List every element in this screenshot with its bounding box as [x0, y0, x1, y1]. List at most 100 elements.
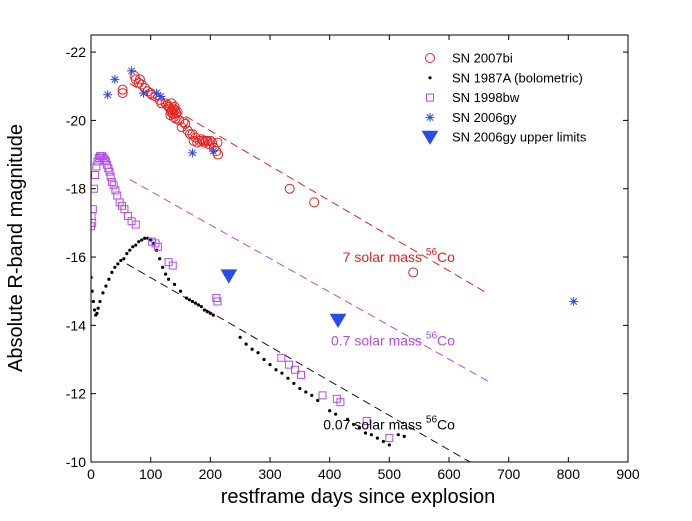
sn2007bi-point — [284, 183, 295, 194]
sn1987a-point — [387, 443, 391, 447]
series-sn2006gy-upper-limit — [220, 269, 347, 328]
sn1987a-point — [193, 301, 198, 305]
sn1987a-point — [262, 357, 266, 362]
sn1998bw-point — [385, 434, 394, 443]
sn2007bi-point — [178, 117, 189, 128]
decay-line — [129, 179, 489, 382]
sn1987a-point — [110, 270, 114, 275]
sn1987a-point — [125, 252, 129, 256]
sn1987a-point — [280, 371, 284, 375]
decay-label-mass: 0.07 solar mass — [323, 416, 426, 432]
decay-label-element: Co — [437, 249, 455, 265]
data-points — [91, 66, 579, 447]
sn2007bi-point — [168, 111, 179, 122]
sn2006gy-point — [152, 88, 162, 98]
sn1998bw-point — [91, 205, 97, 214]
sn2006gy-point — [127, 66, 137, 76]
sn1987a-point — [166, 277, 171, 281]
sn1998bw-point — [91, 171, 100, 180]
decay-label-mass: 7 solar mass — [343, 249, 426, 265]
sn1987a-point — [137, 240, 141, 244]
legend-label: SN 1987A (bolometric) — [452, 70, 583, 85]
sn1987a-point — [351, 422, 356, 427]
sn1987a-point — [143, 236, 147, 240]
sn1987a-point — [92, 308, 97, 312]
sn1998bw-point — [297, 370, 306, 379]
sn1987a-point — [196, 303, 200, 307]
x-tick-label: 400 — [318, 466, 342, 482]
sn1987a-point — [172, 282, 177, 286]
sn1987a-point — [91, 299, 95, 304]
sn2006gy-point — [156, 91, 166, 101]
sn1987a-point — [98, 299, 102, 304]
x-axis-title: restframe days since explosion — [221, 486, 496, 508]
decay-label-isotope: 56 — [426, 247, 438, 258]
y-tick-label: -10 — [66, 454, 86, 470]
x-tick-label: 700 — [497, 466, 521, 482]
x-tick-label: 900 — [616, 466, 640, 482]
sn1987a-point — [274, 368, 278, 372]
sn1998bw-point — [168, 261, 177, 270]
sn2007bi-point — [408, 267, 419, 278]
sn1987a-point — [334, 412, 338, 416]
sn1987a-point — [202, 308, 206, 312]
x-tick-label: 800 — [557, 466, 581, 482]
sn2006gy-point — [139, 88, 149, 98]
sn1987a-point — [107, 277, 111, 281]
sn1987a-point — [190, 299, 195, 304]
x-tick-label: 500 — [378, 466, 402, 482]
sn2007bi-point — [194, 135, 205, 146]
y-axis-title: Absolute R-band magnitude — [5, 124, 27, 372]
y-tick-label: -22 — [66, 44, 86, 60]
sn2007bi-point — [180, 118, 191, 129]
decay-label-element: Co — [437, 333, 455, 349]
legend-marker-sn2007bi-point — [425, 53, 435, 63]
sn1987a-point — [328, 409, 332, 413]
sn1987a-point — [184, 296, 189, 300]
legend-label: SN 1998bw — [452, 90, 520, 105]
axis-ticks: 0 100 200 300 400 500 600 700 800 900 -22 -20 -18 -16… — [66, 35, 640, 482]
sn2006gy-point — [110, 74, 120, 84]
sn1987a-point — [187, 298, 192, 302]
legend-box — [405, 44, 619, 148]
sn1998bw-point — [291, 365, 300, 374]
sn1987a-point — [113, 265, 117, 269]
sn1987a-point — [205, 310, 209, 314]
sn1987a-point — [310, 393, 314, 397]
sn1987a-point — [91, 289, 94, 293]
decay-line — [129, 83, 489, 295]
sn2006gy-upper-limit — [220, 269, 238, 284]
y-tick-label: -16 — [66, 249, 86, 265]
sn1998bw-point — [91, 184, 98, 193]
sn2007bi-point — [169, 101, 180, 112]
sn1998bw-point — [336, 398, 345, 407]
sn1987a-point — [104, 284, 108, 288]
sn1987a-point — [119, 258, 123, 263]
sn2007bi-point — [117, 88, 128, 99]
sn1987a-point — [101, 291, 105, 295]
legend-marker-sn1987a-point — [428, 76, 432, 80]
sn1987a-point — [396, 433, 400, 437]
sn1987a-point — [208, 311, 212, 316]
sn2007bi-point — [187, 129, 198, 140]
sn2007bi-point — [117, 84, 128, 95]
sn1987a-point — [375, 436, 379, 440]
sn1998bw-point — [111, 186, 120, 195]
sn2007bi-point — [207, 137, 218, 148]
sn1987a-point — [140, 238, 144, 242]
sn1987a-point — [286, 376, 290, 380]
legend-marker-sn1998bw-point — [426, 93, 434, 102]
sn1998bw-point — [277, 353, 286, 362]
y-tick-label: -18 — [66, 181, 86, 197]
series-sn2006gy-point — [103, 66, 579, 306]
sn1987a-point — [256, 351, 260, 355]
x-tick-label: 200 — [199, 466, 223, 482]
decay-label: 0.7 solar mass 56Co — [331, 331, 455, 349]
x-tick-label: 300 — [258, 466, 282, 482]
decay-label: 7 solar mass 56Co — [343, 247, 455, 265]
y-tick-label: -20 — [66, 112, 86, 128]
plot-frame — [90, 34, 629, 463]
sn1987a-point — [316, 398, 320, 403]
